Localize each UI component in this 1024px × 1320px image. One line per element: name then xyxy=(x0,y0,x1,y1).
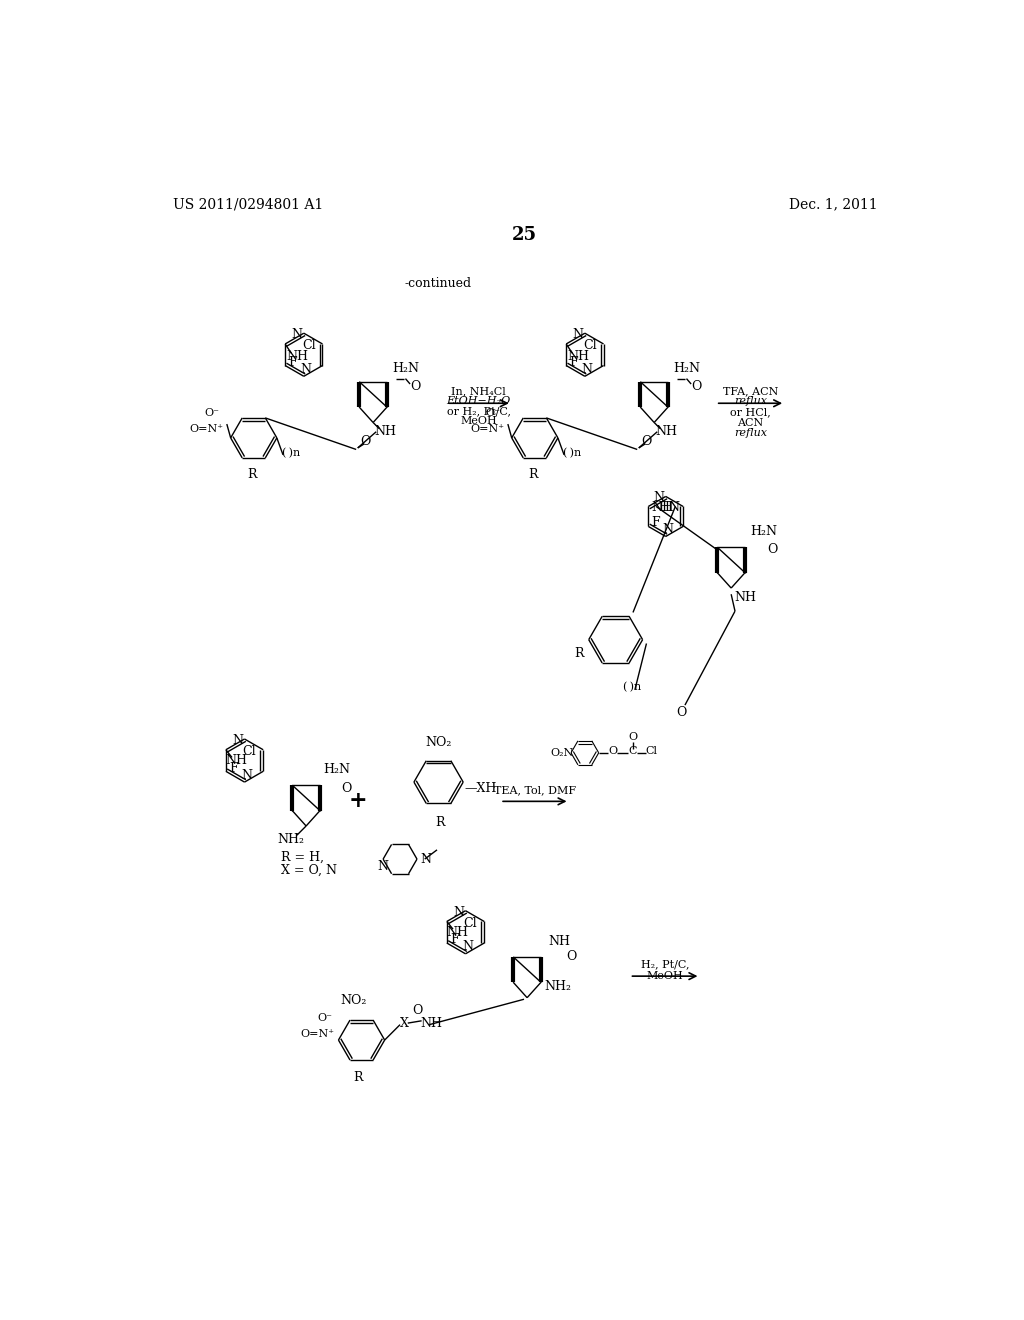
Text: reflux: reflux xyxy=(734,428,767,437)
Text: O: O xyxy=(360,436,371,449)
Text: O=N⁺: O=N⁺ xyxy=(470,424,504,434)
Text: O: O xyxy=(341,781,351,795)
Text: Dec. 1, 2011: Dec. 1, 2011 xyxy=(788,198,878,211)
Text: C: C xyxy=(629,746,637,756)
Text: NH: NH xyxy=(420,1016,442,1030)
Text: or H₂, Pt/C,: or H₂, Pt/C, xyxy=(446,407,511,416)
Text: N: N xyxy=(462,940,473,953)
Text: NO₂: NO₂ xyxy=(425,735,452,748)
Text: R: R xyxy=(528,469,538,482)
Text: F: F xyxy=(229,762,238,775)
Text: O: O xyxy=(768,543,778,556)
Text: NH: NH xyxy=(655,425,678,438)
Text: NO₂: NO₂ xyxy=(341,994,367,1007)
Text: ( )n: ( )n xyxy=(624,682,642,693)
Text: R: R xyxy=(248,469,257,482)
Text: N: N xyxy=(378,861,389,874)
Text: O=N⁺: O=N⁺ xyxy=(300,1028,334,1039)
Text: N: N xyxy=(572,329,584,342)
Text: O: O xyxy=(412,1005,422,1018)
Text: ( )n: ( )n xyxy=(282,449,300,458)
Text: O: O xyxy=(628,733,637,742)
Text: X: X xyxy=(399,1016,409,1030)
Text: H₂N: H₂N xyxy=(392,362,419,375)
Text: MeOH: MeOH xyxy=(460,416,497,426)
Text: O₂N: O₂N xyxy=(550,748,573,758)
Text: N: N xyxy=(421,853,432,866)
Text: or HCl,: or HCl, xyxy=(730,408,771,417)
Text: H₂N: H₂N xyxy=(750,525,777,539)
Text: reflux: reflux xyxy=(734,396,767,407)
Text: N: N xyxy=(582,363,593,376)
Text: O: O xyxy=(566,950,577,964)
Text: US 2011/0294801 A1: US 2011/0294801 A1 xyxy=(173,198,324,211)
Text: Cl: Cl xyxy=(464,916,477,929)
Text: N: N xyxy=(653,491,665,504)
Text: H₂N: H₂N xyxy=(324,763,350,776)
Text: O: O xyxy=(691,380,701,393)
Text: NH: NH xyxy=(225,754,248,767)
Text: +: + xyxy=(348,791,367,812)
Text: NH: NH xyxy=(446,925,469,939)
Text: N: N xyxy=(242,768,252,781)
Text: 25: 25 xyxy=(512,227,538,244)
Text: NH: NH xyxy=(567,350,590,363)
Text: O⁻: O⁻ xyxy=(204,408,219,418)
Text: TEA, Tol, DMF: TEA, Tol, DMF xyxy=(494,785,575,795)
Text: O=N⁺: O=N⁺ xyxy=(189,424,223,434)
Text: NH: NH xyxy=(549,935,570,948)
Text: Cl: Cl xyxy=(302,339,315,352)
Text: NH₂: NH₂ xyxy=(278,833,304,846)
Text: NH: NH xyxy=(375,425,396,438)
Text: O: O xyxy=(608,746,617,756)
Text: R: R xyxy=(353,1071,362,1084)
Text: O: O xyxy=(411,380,421,393)
Text: -continued: -continued xyxy=(406,277,472,290)
Text: —XH: —XH xyxy=(465,781,497,795)
Text: ( )n: ( )n xyxy=(562,449,581,458)
Text: R: R xyxy=(573,647,584,660)
Text: O: O xyxy=(641,436,651,449)
Text: N: N xyxy=(663,523,674,536)
Text: EtOH−H₂O: EtOH−H₂O xyxy=(446,396,511,407)
Text: ACN: ACN xyxy=(737,417,764,428)
Text: F: F xyxy=(451,933,459,946)
Text: O: O xyxy=(676,706,686,719)
Text: N: N xyxy=(301,363,311,376)
Text: H₂, Pt/C,: H₂, Pt/C, xyxy=(641,960,689,970)
Text: Cl: Cl xyxy=(243,744,256,758)
Text: Cl: Cl xyxy=(645,746,657,756)
Text: F: F xyxy=(569,356,579,370)
Text: N: N xyxy=(232,734,243,747)
Text: O⁻: O⁻ xyxy=(485,408,500,418)
Text: F: F xyxy=(651,516,660,529)
Text: F: F xyxy=(289,356,297,370)
Text: NH₂: NH₂ xyxy=(545,979,571,993)
Text: N: N xyxy=(292,329,302,342)
Text: HN: HN xyxy=(658,502,680,515)
Text: In, NH₄Cl: In, NH₄Cl xyxy=(452,387,506,397)
Text: R: R xyxy=(435,816,444,829)
Text: NH: NH xyxy=(734,591,756,603)
Text: H₂N: H₂N xyxy=(673,362,700,375)
Text: MeOH: MeOH xyxy=(646,972,683,981)
Text: NH: NH xyxy=(651,502,673,515)
Text: X = O, N: X = O, N xyxy=(281,865,337,878)
Text: TFA, ACN: TFA, ACN xyxy=(723,385,778,396)
Text: NH: NH xyxy=(287,350,308,363)
Text: Cl: Cl xyxy=(583,339,597,352)
Text: R = H,: R = H, xyxy=(281,851,324,865)
Text: O⁻: O⁻ xyxy=(317,1014,332,1023)
Text: N: N xyxy=(453,906,464,919)
